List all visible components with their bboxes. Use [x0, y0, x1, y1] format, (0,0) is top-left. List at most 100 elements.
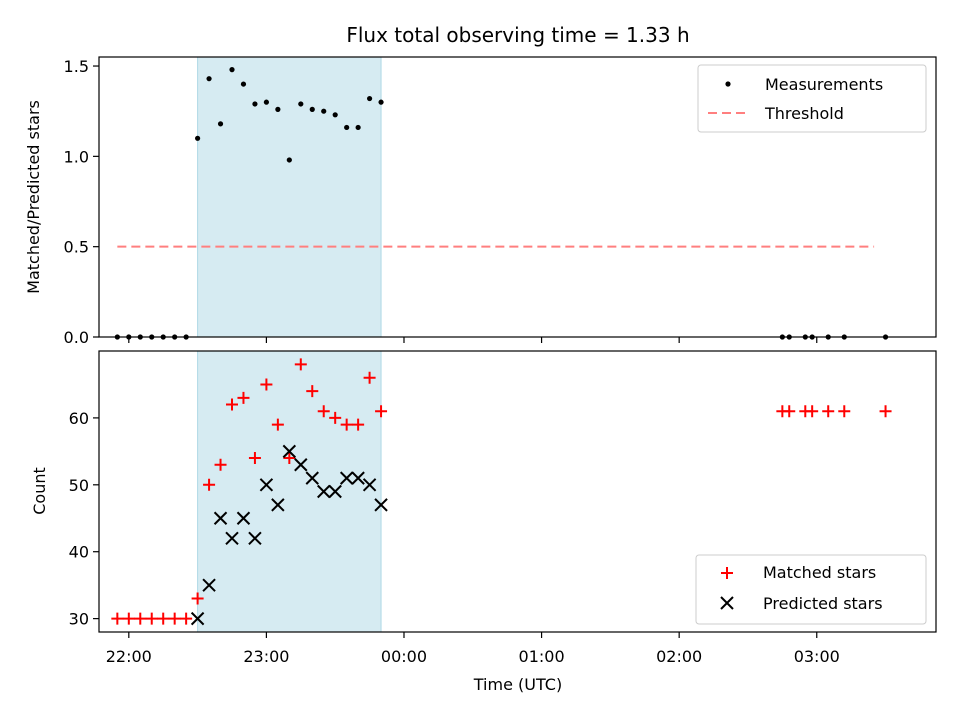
matched-star-point	[134, 612, 147, 625]
measurement-point	[344, 124, 350, 131]
measurement-point	[275, 106, 281, 112]
x-tick-label: 22:00	[106, 647, 152, 666]
matched-star-point	[111, 612, 124, 625]
matched-star-point	[283, 452, 296, 465]
measurement-point	[286, 157, 292, 163]
matched-star-point	[237, 391, 250, 404]
matched-star-point	[363, 371, 376, 384]
bottom-y-axis-label: Count	[30, 467, 49, 515]
x-tick-label: 02:00	[656, 647, 702, 666]
x-axis-label: Time (UTC)	[473, 675, 562, 694]
x-tick-label: 23:00	[243, 647, 289, 666]
predicted-star-point	[339, 471, 354, 485]
bottom-observing-window	[197, 350, 382, 633]
bottom-y-tick-label: 40	[69, 543, 89, 562]
bottom-legend-box	[695, 554, 927, 625]
matched-star-point	[317, 405, 330, 418]
matched-star-point	[783, 405, 796, 418]
bottom-legend: Matched stars Predicted stars	[695, 554, 927, 625]
x-tick-label: 03:00	[794, 647, 840, 666]
bottom-y-tick-label: 60	[69, 409, 89, 428]
legend-predicted-marker	[720, 596, 734, 610]
matched-star-point	[226, 398, 239, 411]
bottom-y-tick-label: 30	[69, 610, 89, 629]
bottom-x-ticks: 22:00 23:00 00:00 01:00 02:00 03:00	[106, 632, 840, 666]
predicted-star-point	[202, 578, 216, 592]
chart-title: Flux total observing time = 1.33 h	[346, 23, 689, 47]
predicted-star-point	[248, 531, 262, 546]
predicted-star-point	[190, 611, 205, 626]
measurement-point	[332, 112, 338, 118]
top-panel: 0.0 0.5 1.0 1.5 Matched/Predicted stars Mea…	[24, 56, 937, 347]
predicted-star-point	[374, 498, 388, 512]
x-tick-label: 00:00	[381, 647, 427, 666]
measurement-point	[240, 81, 247, 87]
measurement-points	[114, 67, 889, 340]
matched-star-point	[214, 458, 227, 471]
matched-star-point	[203, 478, 216, 491]
matched-star-point	[260, 378, 273, 391]
top-y-tick-label: 0.5	[64, 238, 89, 257]
predicted-star-point	[225, 531, 239, 546]
matched-stars-points	[111, 358, 892, 625]
predicted-star-point	[362, 478, 377, 492]
measurement-point	[378, 99, 384, 105]
x-tick-label: 01:00	[519, 647, 565, 666]
top-legend-box	[697, 64, 927, 133]
matched-star-point	[340, 418, 353, 431]
bottom-y-tick-label: 50	[69, 476, 89, 495]
matched-star-point	[168, 612, 181, 625]
top-y-tick-label: 0.0	[64, 328, 89, 347]
bottom-y-ticks: 30 40 50 60	[69, 409, 99, 629]
predicted-star-point	[294, 458, 308, 472]
predicted-star-point	[236, 511, 251, 525]
top-y-axis-label: Matched/Predicted stars	[24, 100, 43, 294]
predicted-star-point	[259, 478, 274, 492]
matched-star-point	[191, 592, 204, 605]
top-legend: Measurements Threshold	[697, 64, 927, 133]
measurement-point	[309, 106, 315, 112]
legend-threshold-label: Threshold	[764, 104, 844, 123]
matched-star-point	[879, 405, 892, 418]
matched-star-point	[306, 385, 319, 398]
top-x-ticks	[128, 337, 818, 343]
legend-matched-label: Matched stars	[763, 563, 876, 582]
measurement-point	[206, 76, 212, 82]
measurement-point	[298, 101, 304, 107]
matched-star-point	[375, 405, 388, 418]
matched-star-point	[271, 418, 284, 431]
top-y-ticks: 0.0 0.5 1.0 1.5	[64, 57, 99, 347]
top-y-tick-label: 1.5	[64, 57, 89, 76]
predicted-stars-points	[190, 444, 388, 626]
matched-star-point	[122, 612, 135, 625]
predicted-star-point	[317, 484, 331, 499]
predicted-star-point	[271, 498, 285, 512]
matched-star-point	[157, 612, 170, 625]
predicted-star-point	[282, 444, 297, 459]
matched-star-point	[329, 411, 342, 424]
measurement-point	[252, 101, 258, 107]
measurement-point	[355, 124, 361, 131]
matched-star-point	[806, 405, 819, 418]
measurement-point	[195, 135, 201, 141]
legend-measurements-label: Measurements	[765, 75, 883, 94]
measurement-point	[217, 121, 224, 127]
legend-matched-marker	[721, 567, 733, 579]
matched-star-point	[838, 405, 851, 418]
matched-star-point	[145, 612, 158, 625]
matched-star-point	[180, 612, 193, 625]
measurement-point	[263, 99, 269, 105]
top-observing-window	[197, 56, 382, 338]
predicted-star-point	[351, 471, 365, 485]
matched-star-point	[352, 418, 365, 431]
legend-predicted-label: Predicted stars	[763, 594, 883, 613]
predicted-star-point	[328, 484, 342, 499]
matched-star-point	[248, 452, 261, 465]
legend-measurements-marker	[725, 81, 731, 87]
measurement-point	[321, 108, 327, 114]
matched-star-point	[294, 358, 307, 371]
top-axes-frame	[98, 56, 937, 338]
measurement-point	[229, 67, 235, 73]
